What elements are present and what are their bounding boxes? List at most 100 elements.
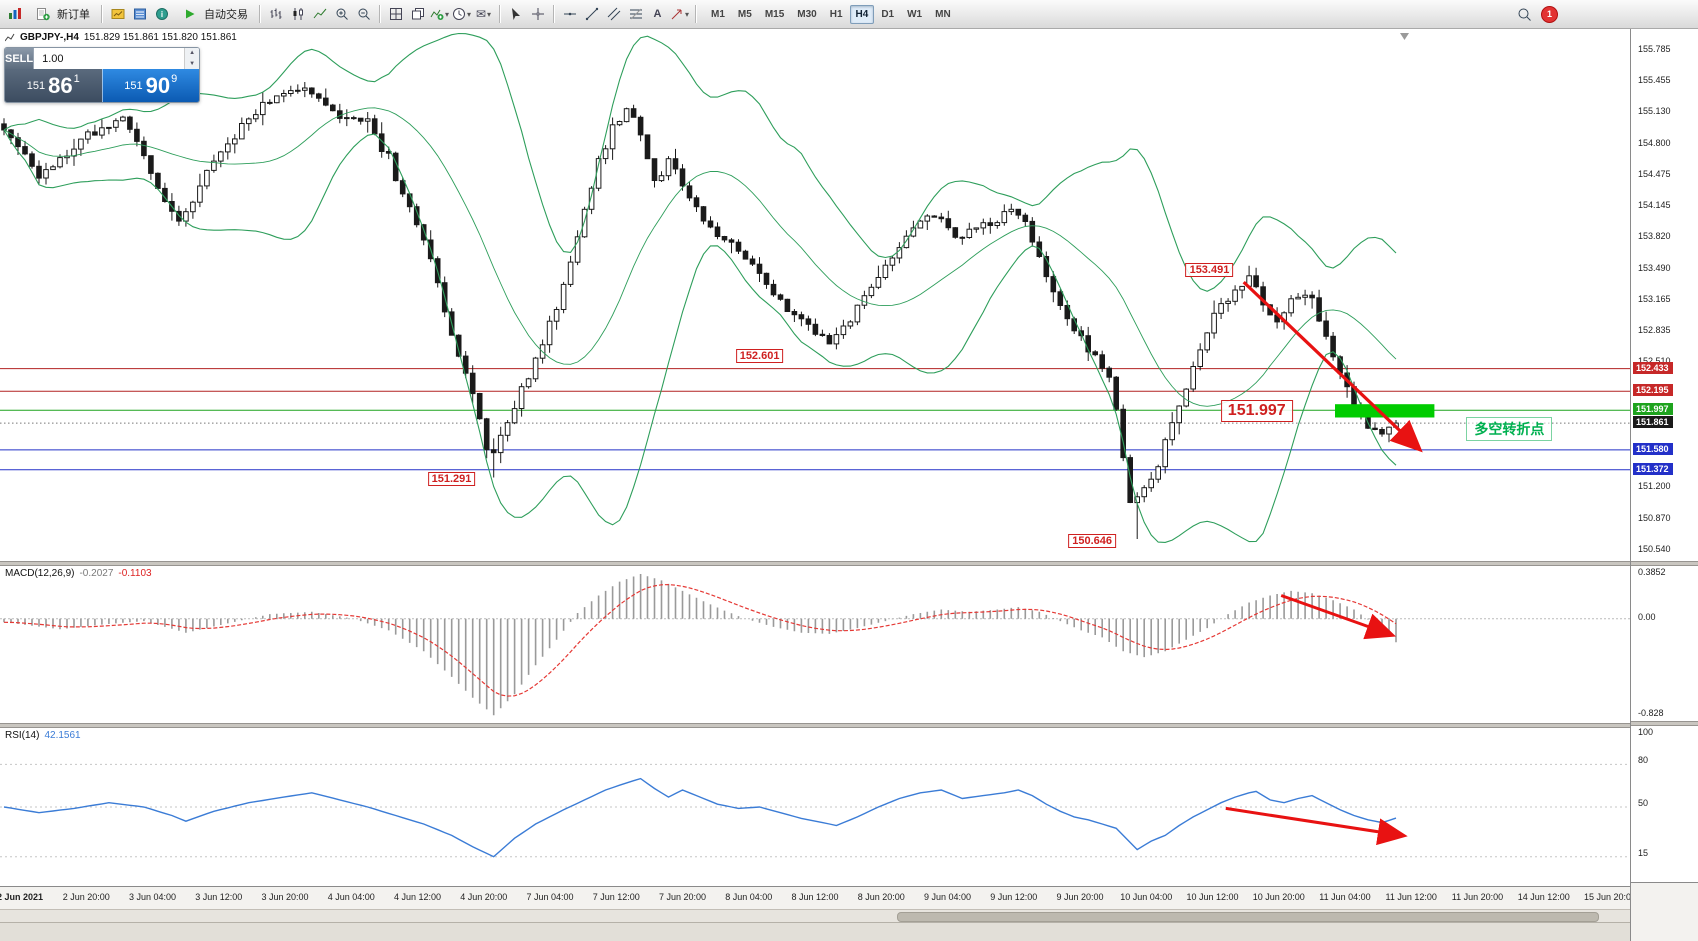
price-chart-canvas[interactable] [0,29,1630,561]
fibonacci-icon[interactable] [625,4,646,25]
timeframe-h1[interactable]: H1 [829,8,843,20]
toolbar-separator [259,5,260,23]
price-line-box: 152.433 [1633,361,1673,374]
timeframe-h4[interactable]: H4 [849,4,875,24]
chevron-down-icon: ▾ [444,9,449,19]
timeframe-m5[interactable]: M5 [737,8,752,20]
plot-column: GBPJPY-,H4 151.829 151.861 151.820 151.8… [0,29,1636,941]
timeframe-m15[interactable]: M15 [764,8,785,20]
timeframe-d1[interactable]: D1 [881,8,895,20]
auto-trading-label: 自动交易 [204,9,248,21]
scale-footer [1631,882,1698,941]
turning-point-label[interactable]: 多空转折点 [1466,416,1553,441]
macd-tick-label: 0.3852 [1638,567,1666,577]
equidistant-channel-icon[interactable] [603,4,624,25]
volume-increase-icon[interactable]: ▲ [185,48,199,59]
arrows-tool-icon[interactable]: ▾ [669,4,690,25]
price-tick-label: 155.130 [1638,106,1671,117]
macd-panel-splitter[interactable] [0,561,1630,566]
price-callout[interactable]: 150.646 [1068,533,1116,548]
timeframe-m30[interactable]: M30 [797,8,817,20]
buy-price-display[interactable]: 151 90 9 [101,69,199,102]
notification-badge[interactable]: 1 [1541,5,1558,23]
chevron-down-icon: ▾ [466,9,471,19]
trendline-icon[interactable] [581,4,602,25]
scale-separator [1631,721,1698,726]
price-scale[interactable]: 155.785 155.455 155.130 154.800 154.475 154.1… [1630,29,1698,941]
time-label: 2 Jun 20:00 [62,892,110,902]
price-tick-label: 150.540 [1638,544,1671,555]
cursor-icon[interactable] [505,4,526,25]
candle-wicks [3,82,1397,539]
cascade-windows-icon[interactable] [407,4,428,25]
macd-value: -0.2027 [79,568,114,579]
rsi-canvas[interactable] [0,728,1630,886]
horizontal-scrollbar[interactable] [0,909,1630,922]
volume-input[interactable] [34,48,185,69]
time-label: 3 Jun 04:00 [128,892,177,902]
timeframe-mn[interactable]: MN [935,8,951,20]
timeframe-w1[interactable]: W1 [907,8,923,20]
price-callout[interactable]: 153.491 [1185,262,1234,277]
text-tool-icon[interactable]: A [653,8,662,20]
sell-price-display[interactable]: 151 86 1 [5,69,102,102]
macd-panel[interactable]: MACD(12,26,9) -0.2027 -0.1103 [0,566,1630,723]
volume-field: ▲▼ [33,48,199,69]
indicators-icon[interactable]: ▾ [429,4,450,25]
tile-windows-icon[interactable] [385,4,406,25]
price-tick-label: 155.455 [1638,75,1671,86]
line-chart-icon[interactable] [309,4,330,25]
chart-window-icon [5,33,15,41]
price-line-box: 152.195 [1633,384,1673,397]
rsi-tick-label: 80 [1638,755,1649,766]
candlestick-chart-icon[interactable] [287,4,308,25]
timeframe-m1[interactable]: M1 [711,8,725,20]
time-axis[interactable]: 2 Jun 2021 2 Jun 20:00 3 Jun 04:00 3 Jun 12… [0,886,1636,909]
time-label: 8 Jun 12:00 [791,892,839,902]
scrollbar-thumb[interactable] [896,912,1600,922]
status-bar [0,922,1630,941]
ohlc-values: 151.829 151.861 151.820 151.861 [83,32,237,43]
time-label: 4 Jun 20:00 [460,892,508,902]
navigator-icon[interactable]: i [151,4,172,25]
periods-icon[interactable]: ▾ [451,4,472,25]
time-label: 10 Jun 04:00 [1120,892,1173,902]
scale-separator [1631,561,1698,566]
volume-stepper: ▲ ▼ [184,48,199,69]
time-label: 3 Jun 20:00 [261,892,309,902]
chart-workspace: GBPJPY-,H4 151.829 151.861 151.820 151.8… [0,29,1698,941]
svg-text:i: i [160,10,162,19]
sell-button[interactable]: SELL [5,48,34,69]
new-order-label: 新订单 [57,9,90,21]
price-tick-label: 151.200 [1638,481,1671,492]
price-tick-label: 153.490 [1638,262,1671,273]
chevron-down-icon: ▾ [684,9,689,19]
bar-chart-icon[interactable] [265,4,286,25]
market-watch-icon[interactable] [107,4,128,25]
price-callout[interactable]: 152.601 [735,348,784,363]
search-icon[interactable] [1514,4,1535,25]
new-order-button[interactable]: 新订单 [26,2,96,26]
rsi-line [3,777,1397,858]
volume-decrease-icon[interactable]: ▼ [185,58,199,69]
price-tick-label: 153.820 [1638,231,1671,242]
main-chart-panel[interactable]: GBPJPY-,H4 151.829 151.861 151.820 151.8… [0,29,1630,561]
buy-price-int: 151 [124,79,143,92]
rsi-panel-splitter[interactable] [0,723,1630,728]
crosshair-icon[interactable] [527,4,548,25]
data-window-icon[interactable] [129,4,150,25]
rsi-label: RSI(14) 42.1561 [5,730,81,741]
price-callout[interactable]: 151.997 [1220,399,1293,422]
chart-annotations-layer: 153.491 152.601 151.997 151.291 150.646 多空转折点 [0,29,1630,561]
zoom-out-icon[interactable] [353,4,374,25]
macd-canvas[interactable] [0,566,1630,723]
price-callout[interactable]: 151.291 [427,472,476,487]
templates-icon[interactable]: ✉ ▾ [473,4,494,25]
rsi-panel[interactable]: RSI(14) 42.1561 [0,728,1630,886]
horizontal-line-icon[interactable] [559,4,580,25]
sell-price-int: 151 [26,79,46,92]
price-line-box: 151.372 [1633,462,1673,475]
auto-trading-button[interactable]: 自动交易 [173,2,254,26]
zoom-in-icon[interactable] [331,4,352,25]
